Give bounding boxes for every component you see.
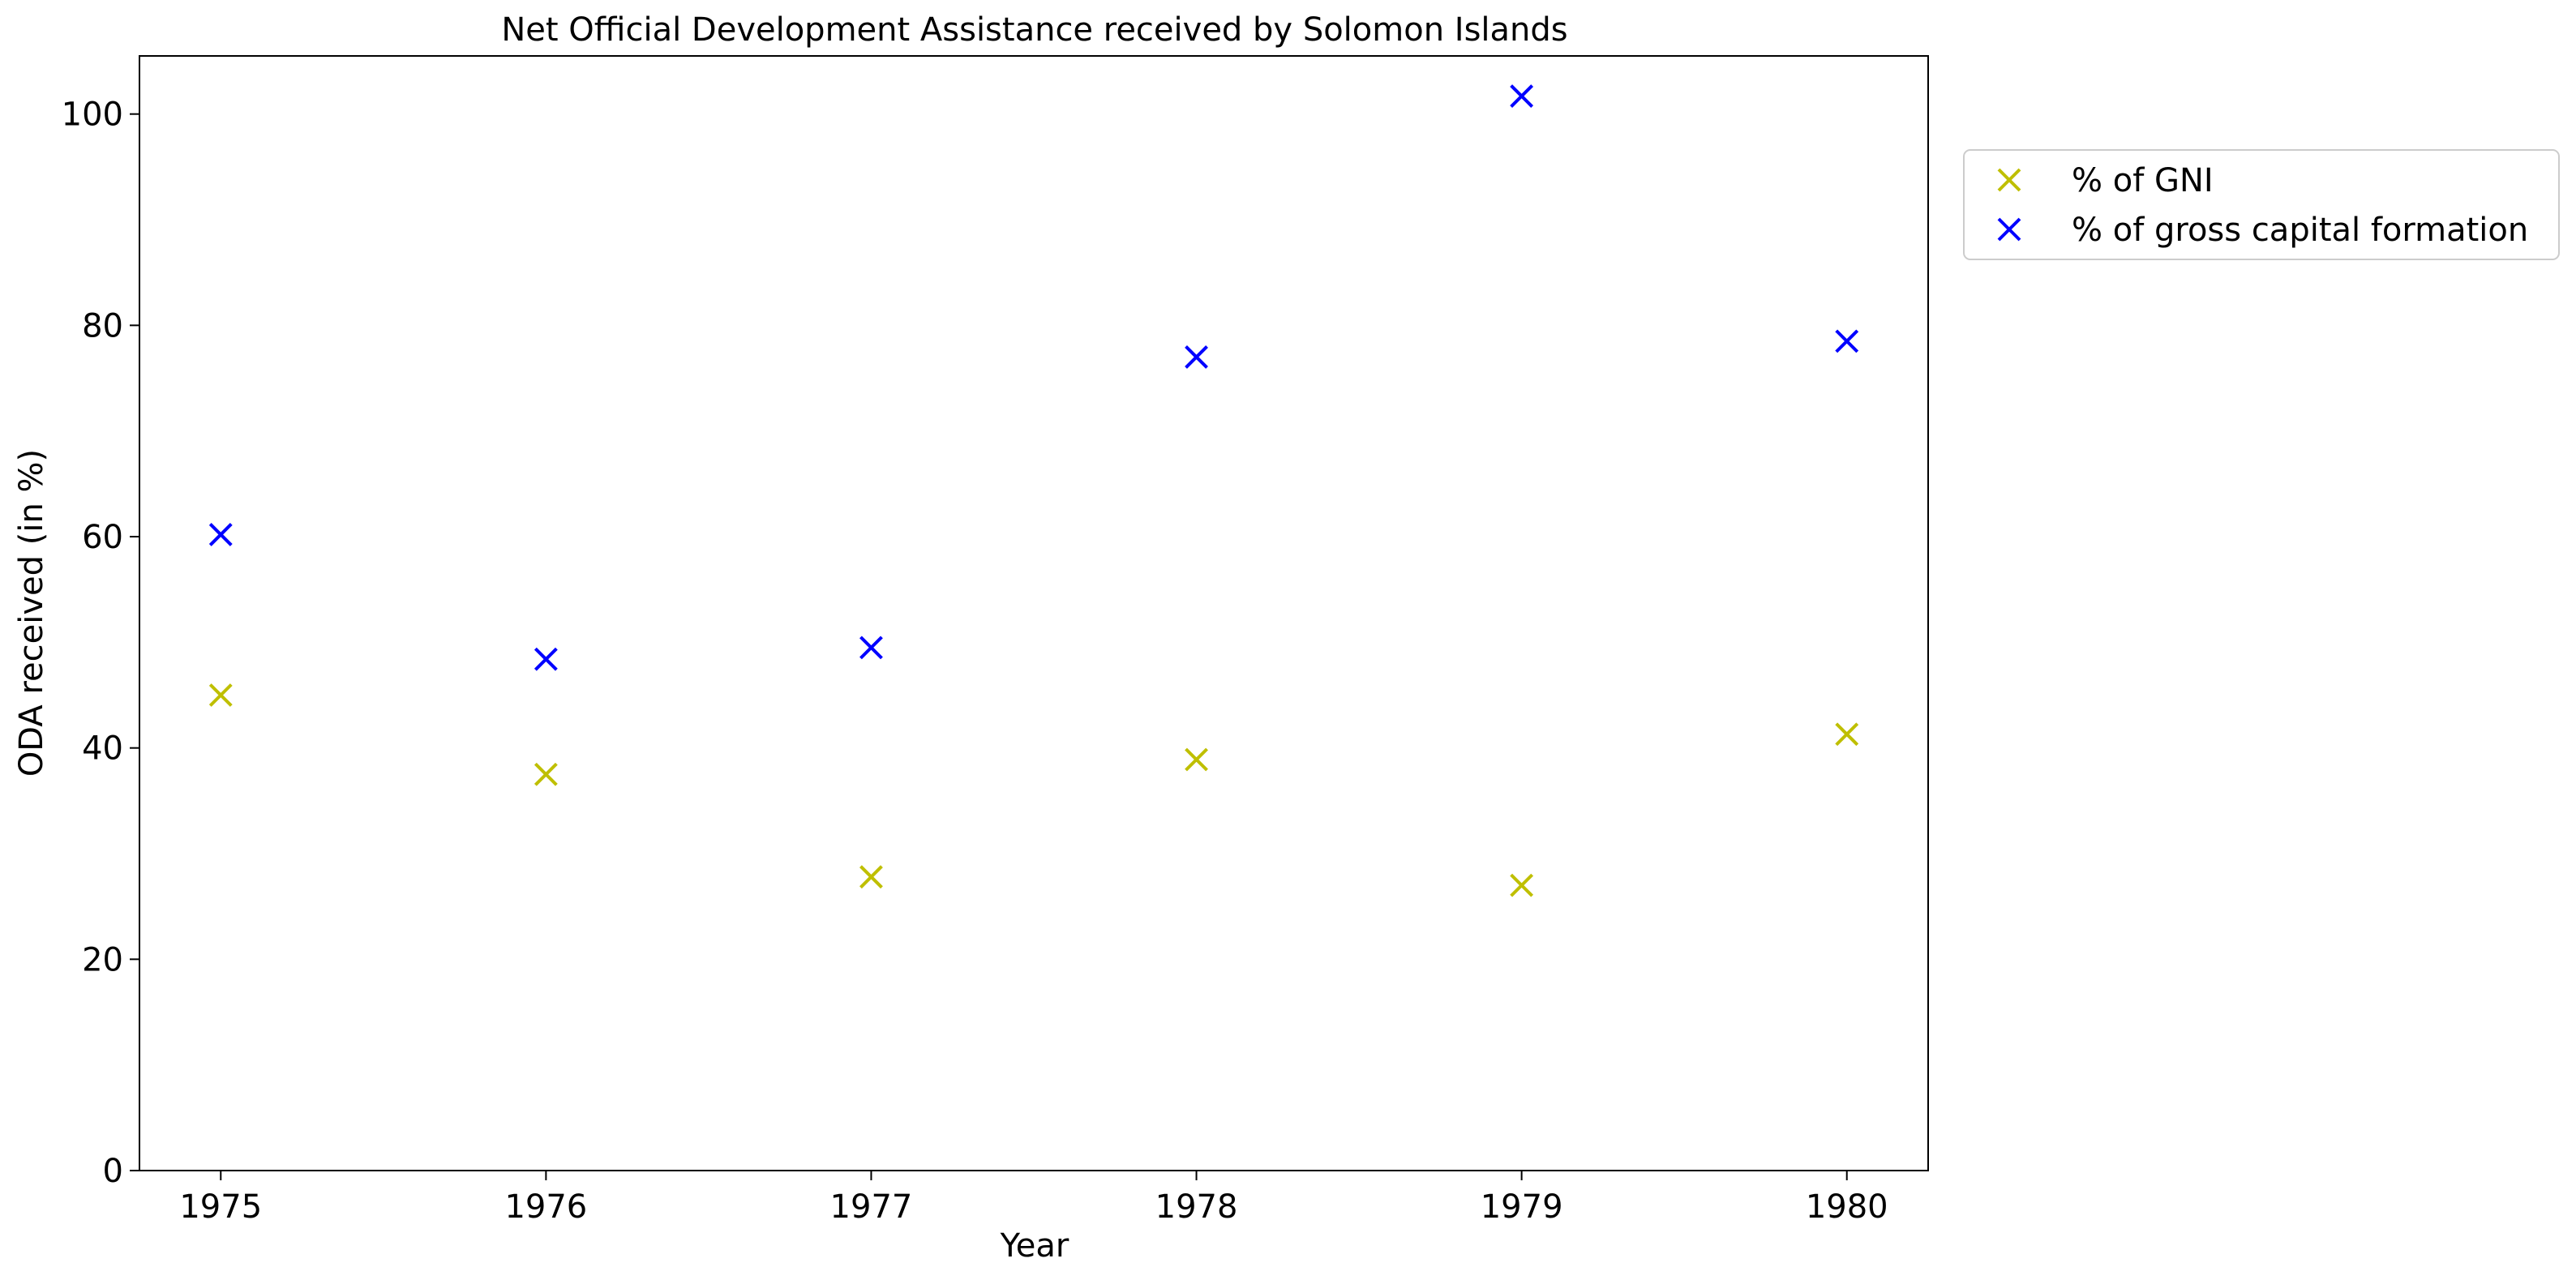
x-tick-label: 1978 [1155, 1188, 1238, 1226]
data-point [208, 522, 233, 546]
data-point [1185, 747, 1208, 772]
y-tick-label: 0 [103, 1153, 123, 1190]
x-tick-label: 1979 [1481, 1188, 1563, 1226]
x-tick-label: 1977 [830, 1188, 913, 1226]
y-axis-label: ODA received (in %) [13, 449, 50, 777]
x-tick-label: 1976 [504, 1188, 587, 1226]
data-point [534, 762, 558, 786]
series-0 [208, 683, 1859, 897]
legend-marker [1997, 168, 2021, 192]
data-point [859, 636, 883, 660]
legend: % of GNI % of gross capital formation [1963, 149, 2560, 260]
x-axis-label: Year [1000, 1227, 1069, 1265]
y-tick-label: 100 [62, 96, 123, 134]
chart-title: Net Official Development Assistance rece… [501, 11, 1567, 49]
data-point [1835, 329, 1859, 353]
plot-area [139, 55, 1929, 1171]
data-point [1185, 345, 1208, 369]
data-point [1510, 873, 1534, 897]
legend-label: % of GNI [2072, 162, 2214, 199]
legend-marker [1997, 217, 2021, 242]
data-point [534, 647, 558, 671]
y-tick-label: 60 [82, 519, 123, 556]
data-point [1835, 722, 1859, 747]
legend-label: % of gross capital formation [2072, 212, 2528, 249]
data-markers [208, 84, 1859, 897]
data-point [1510, 84, 1534, 108]
y-tick-label: 80 [82, 307, 123, 345]
data-point [859, 865, 883, 889]
legend-box [1963, 149, 2560, 260]
x-axis: 1975 1976 1977 1978 1979 1980 [179, 1171, 1888, 1226]
legend-entries: % of GNI % of gross capital formation [1997, 162, 2528, 249]
y-tick-label: 20 [82, 941, 123, 978]
y-tick-label: 40 [82, 730, 123, 768]
y-axis: 0 20 40 60 80 100 [62, 96, 139, 1190]
data-point [208, 683, 233, 707]
series-1 [208, 84, 1859, 671]
x-tick-label: 1980 [1806, 1188, 1888, 1226]
x-tick-label: 1975 [179, 1188, 262, 1226]
